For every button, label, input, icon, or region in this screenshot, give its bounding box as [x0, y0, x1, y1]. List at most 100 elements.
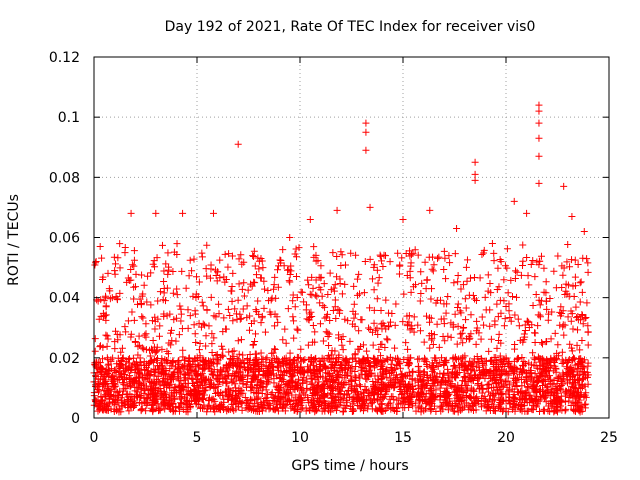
data-point	[427, 295, 435, 303]
data-point	[270, 285, 278, 293]
data-point	[167, 329, 175, 337]
data-point	[404, 345, 412, 353]
data-point	[103, 342, 111, 350]
data-point	[574, 376, 582, 384]
data-point	[559, 307, 567, 315]
data-point	[375, 274, 383, 282]
data-point	[323, 377, 331, 385]
data-point	[271, 310, 279, 318]
data-point	[259, 355, 267, 363]
data-point	[219, 345, 227, 353]
data-point	[242, 404, 250, 412]
data-point	[319, 373, 327, 381]
data-point	[491, 407, 499, 415]
data-point	[442, 401, 450, 409]
data-point	[486, 280, 494, 288]
data-point	[269, 349, 277, 357]
data-point	[434, 362, 442, 370]
data-point	[377, 400, 385, 408]
data-point	[210, 384, 218, 392]
data-point	[366, 366, 374, 374]
data-point	[399, 215, 407, 223]
data-point	[308, 273, 316, 281]
data-point	[170, 248, 178, 256]
data-point	[457, 355, 465, 363]
data-point	[125, 359, 133, 367]
data-point	[353, 382, 361, 390]
data-point	[290, 334, 298, 342]
data-point	[372, 378, 380, 386]
data-point	[116, 371, 124, 379]
data-point	[354, 345, 362, 353]
data-point	[383, 404, 391, 412]
data-point	[104, 400, 112, 408]
data-point	[462, 399, 470, 407]
data-point	[470, 387, 478, 395]
data-point	[487, 335, 495, 343]
data-point	[559, 271, 567, 279]
data-point	[329, 307, 337, 315]
data-point	[530, 376, 538, 384]
data-point	[504, 289, 512, 297]
data-point	[155, 332, 163, 340]
data-point	[251, 400, 259, 408]
data-point	[365, 324, 373, 332]
data-point	[529, 349, 537, 357]
data-point	[394, 400, 402, 408]
data-point	[224, 386, 232, 394]
data-point	[365, 387, 373, 395]
data-point	[550, 267, 558, 275]
data-point	[367, 400, 375, 408]
data-point	[511, 383, 519, 391]
data-point	[340, 404, 348, 412]
data-point	[428, 285, 436, 293]
data-point	[377, 306, 385, 314]
data-point	[279, 246, 287, 254]
data-point	[352, 373, 360, 381]
data-point	[467, 311, 475, 319]
data-point	[255, 368, 263, 376]
data-point	[351, 322, 359, 330]
data-point	[236, 389, 244, 397]
data-point	[519, 338, 527, 346]
data-point	[516, 396, 524, 404]
data-point	[427, 330, 435, 338]
data-point	[122, 374, 130, 382]
data-point	[98, 254, 106, 262]
data-point	[210, 334, 218, 342]
data-point	[301, 391, 309, 399]
data-point	[376, 396, 384, 404]
data-point	[475, 374, 483, 382]
data-point	[227, 287, 235, 295]
data-point	[143, 364, 151, 372]
data-point	[575, 396, 583, 404]
data-point	[409, 367, 417, 375]
data-point	[373, 266, 381, 274]
data-point	[561, 398, 569, 406]
data-point	[523, 253, 531, 261]
data-point	[215, 300, 223, 308]
data-point	[466, 274, 474, 282]
data-point	[564, 370, 572, 378]
data-point	[110, 253, 118, 261]
data-point	[342, 355, 350, 363]
data-point	[236, 362, 244, 370]
data-point	[187, 392, 195, 400]
data-point	[173, 373, 181, 381]
data-point	[463, 277, 471, 285]
data-point	[529, 302, 537, 310]
data-point	[235, 384, 243, 392]
data-point	[453, 340, 461, 348]
data-point	[148, 386, 156, 394]
data-point	[255, 257, 263, 265]
data-point	[292, 273, 300, 281]
data-point	[372, 405, 380, 413]
data-point	[99, 406, 107, 414]
data-point	[513, 293, 521, 301]
data-point	[560, 182, 568, 190]
data-point	[480, 361, 488, 369]
data-point	[507, 317, 515, 325]
data-point	[311, 328, 319, 336]
data-point	[558, 360, 566, 368]
data-point	[466, 334, 474, 342]
